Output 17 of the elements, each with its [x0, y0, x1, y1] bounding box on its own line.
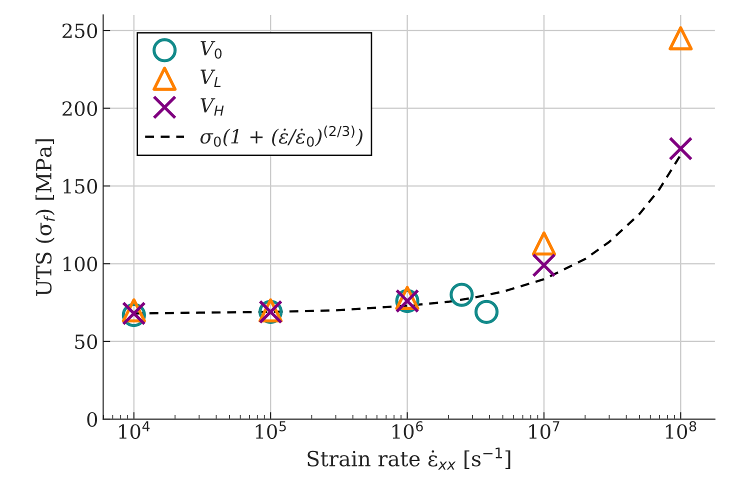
- legend-label: σ$_{0}$(1 + (ε̇/ε̇$_{0}$)$^{(2/3)}$): [200, 126, 362, 147]
- y-axis-title: UTS (σ$_{f}$) [MPa]: [35, 139, 55, 296]
- legend-label: V$_{0}$: [200, 41, 222, 59]
- x-tick-label: 10$^{6}$: [392, 421, 423, 439]
- x-tick-label: 10$^{4}$: [119, 421, 150, 439]
- x-axis-title: Strain rate ε̇$_{xx}$ [s$^{−1}$]: [308, 448, 510, 470]
- x-tick-label: 10$^{7}$: [529, 421, 560, 439]
- y-tick-label: 100: [64, 256, 98, 272]
- legend-label: V$_{H}$: [200, 98, 224, 116]
- y-tick-label: 50: [75, 334, 98, 350]
- legend-label: V$_{L}$: [200, 70, 221, 88]
- x-tick-label: 10$^{8}$: [666, 421, 696, 439]
- y-tick-label: 200: [62, 101, 98, 116]
- y-tick-label: 150: [64, 178, 98, 194]
- y-tick-label: 0: [87, 412, 98, 427]
- x-tick-label: 10$^{5}$: [256, 421, 286, 439]
- y-tick-label: 250: [62, 23, 98, 38]
